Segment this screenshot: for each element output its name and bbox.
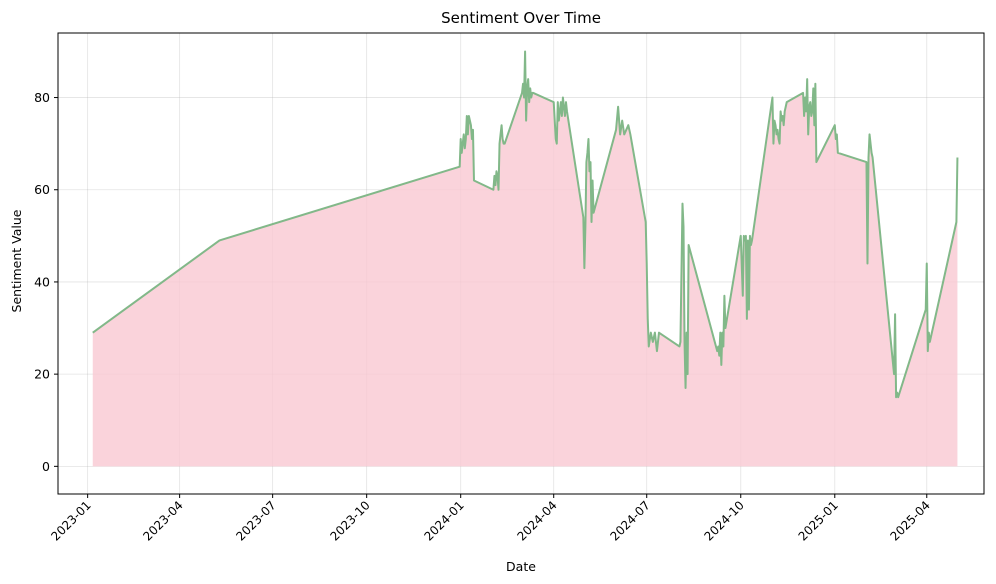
sentiment-line bbox=[92, 50, 959, 399]
y-axis-ticks: 0 20 40 60 80 bbox=[34, 90, 58, 474]
chart-title: Sentiment Over Time bbox=[441, 9, 601, 27]
y-tick-label: 80 bbox=[34, 90, 50, 105]
x-axis-label: Date bbox=[506, 559, 536, 574]
y-axis-label: Sentiment Value bbox=[9, 209, 24, 312]
y-tick-label: 0 bbox=[42, 459, 50, 474]
y-tick-label: 20 bbox=[34, 367, 50, 382]
sentiment-area-fill bbox=[92, 51, 958, 467]
y-tick-label: 60 bbox=[34, 182, 50, 197]
y-tick-label: 40 bbox=[34, 274, 50, 289]
plot-frame bbox=[57, 32, 985, 495]
